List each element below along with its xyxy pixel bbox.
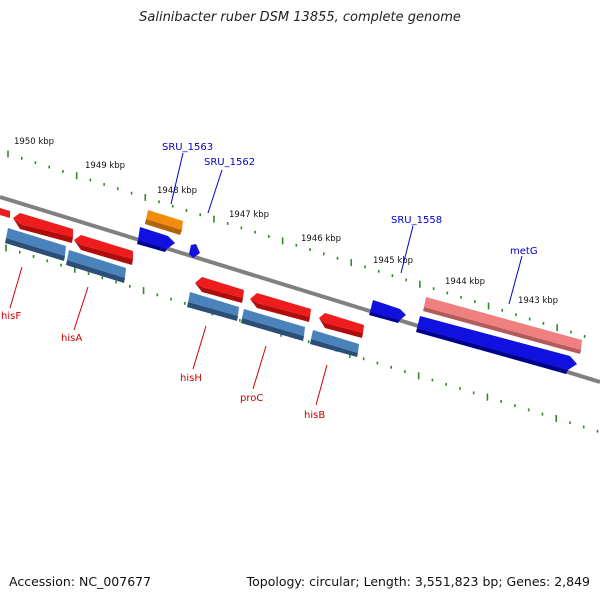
kbp-label-1947: 1947 kbp <box>229 210 269 220</box>
gene-hisH-red[interactable] <box>195 277 244 303</box>
accession-text: Accession: NC_007677 <box>9 574 152 589</box>
gene-hisA-red[interactable] <box>74 235 133 265</box>
kbp-label-1945: 1945 kbp <box>373 256 413 266</box>
label-sru-1562[interactable]: SRU_1562 <box>204 157 255 168</box>
gene-sru-1558[interactable] <box>369 300 406 323</box>
gene-hisH-steelblue[interactable] <box>187 292 239 321</box>
gene-sru-1563-orange[interactable] <box>145 210 183 235</box>
label-sru-1558[interactable]: SRU_1558 <box>391 215 442 226</box>
kbp-label-1948: 1948 kbp <box>157 186 197 196</box>
label-hisF[interactable]: hisF <box>1 311 21 322</box>
kbp-label-1949: 1949 kbp <box>85 161 125 171</box>
kbp-label-1944: 1944 kbp <box>445 277 485 287</box>
gene-proC-red[interactable] <box>250 293 311 322</box>
label-hisB[interactable]: hisB <box>304 410 325 421</box>
gene-hisA-steelblue[interactable] <box>66 250 126 283</box>
label-hisA[interactable]: hisA <box>61 333 82 344</box>
topology-text: Topology: circular; Length: 3,551,823 bp… <box>246 574 590 589</box>
gene-metG-blue[interactable] <box>416 316 577 374</box>
kbp-label-1943: 1943 kbp <box>518 296 558 306</box>
label-proC[interactable]: proC <box>240 393 263 404</box>
label-hisH[interactable]: hisH <box>180 373 202 384</box>
label-sru-1563[interactable]: SRU_1563 <box>162 142 213 153</box>
gene-sru-1563-blue[interactable] <box>137 227 175 252</box>
gene-hisB-steelblue[interactable] <box>310 330 359 357</box>
gene-sru-1562[interactable] <box>189 244 200 258</box>
gene-hisA-outer[interactable] <box>13 213 73 243</box>
gene-hisF-steelblue[interactable] <box>5 228 66 261</box>
gene-metG-pink[interactable] <box>423 297 582 354</box>
gene-his-outer-1[interactable] <box>0 205 10 218</box>
label-metG[interactable]: metG <box>510 246 538 257</box>
gene-proC-steelblue[interactable] <box>241 309 305 341</box>
kbp-label-1950: 1950 kbp <box>14 137 54 147</box>
map-title: Salinibacter ruber DSM 13855, complete g… <box>139 10 461 25</box>
label-leader-lines <box>9 152 523 406</box>
kbp-label-1946: 1946 kbp <box>301 234 341 244</box>
gene-hisB-red[interactable] <box>319 313 364 338</box>
outer-tick-track <box>7 150 586 338</box>
